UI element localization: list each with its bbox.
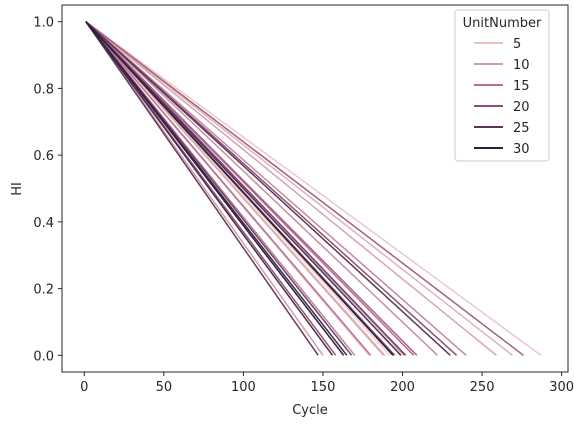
legend-item-30: 30 <box>474 142 530 157</box>
y-tick-label: 1.0 <box>33 16 54 31</box>
series-line-unit-27 <box>85 21 334 356</box>
legend-item-15: 15 <box>474 79 530 94</box>
y-axis-label: HI <box>10 182 25 196</box>
series-line-unit-14 <box>85 21 372 356</box>
x-tick-label: 200 <box>390 380 415 395</box>
plot-frame <box>61 4 569 373</box>
legend-label: 15 <box>513 79 530 94</box>
y-tick-label: 0.0 <box>33 349 54 364</box>
legend-item-5: 5 <box>474 37 521 52</box>
legend-label: 25 <box>513 121 530 136</box>
series-line-unit-17 <box>85 21 524 356</box>
legend-item-25: 25 <box>474 121 530 136</box>
legend-item-20: 20 <box>474 100 530 115</box>
legend: UnitNumber 5 10 15 20 25 30 <box>454 9 550 162</box>
legend-title: UnitNumber <box>463 16 542 31</box>
legend-item-10: 10 <box>474 58 530 73</box>
legend-label: 10 <box>513 58 530 73</box>
y-tick-label: 0.6 <box>33 149 54 164</box>
series-line-unit-29 <box>85 21 345 356</box>
x-axis-ticks: 0 50 100 150 200 250 300 <box>80 372 574 395</box>
series-line-unit-10 <box>85 21 439 356</box>
legend-items: 5 10 15 20 25 30 <box>474 37 530 157</box>
series-line-unit-24 <box>85 21 319 356</box>
x-tick-label: 0 <box>80 380 88 395</box>
legend-label: 30 <box>513 142 530 157</box>
x-tick-label: 100 <box>231 380 256 395</box>
x-tick-label: 50 <box>156 380 173 395</box>
y-axis-ticks: 0.0 0.2 0.4 0.6 0.8 1.0 <box>33 16 62 364</box>
x-tick-label: 300 <box>549 380 574 395</box>
x-tick-label: 150 <box>311 380 336 395</box>
series-lines <box>85 21 542 356</box>
x-axis-label: Cycle <box>292 403 328 418</box>
series-line-unit-16 <box>85 21 418 356</box>
series-line-unit-2 <box>85 21 542 356</box>
series-line-unit-6 <box>85 21 384 356</box>
series-line-unit-30 <box>85 21 394 356</box>
series-line-unit-5 <box>85 21 513 356</box>
series-line-unit-26 <box>85 21 402 356</box>
legend-label: 20 <box>513 100 530 115</box>
series-line-unit-7 <box>85 21 497 356</box>
x-tick-label: 250 <box>470 380 495 395</box>
y-tick-label: 0.4 <box>33 216 54 231</box>
series-line-unit-25 <box>85 21 451 356</box>
series-line-unit-11 <box>85 21 467 356</box>
legend-label: 5 <box>513 37 521 52</box>
y-tick-label: 0.2 <box>33 283 54 298</box>
y-tick-label: 0.8 <box>33 82 54 97</box>
